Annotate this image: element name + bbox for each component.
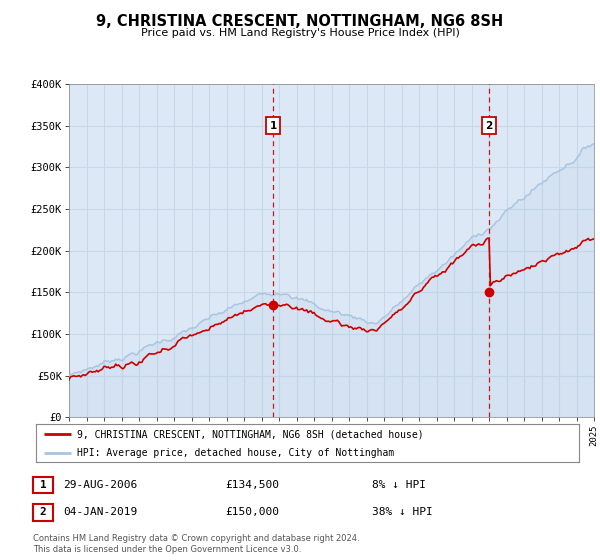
- Text: 04-JAN-2019: 04-JAN-2019: [63, 507, 137, 517]
- Text: 2: 2: [485, 120, 493, 130]
- Text: Contains HM Land Registry data © Crown copyright and database right 2024.: Contains HM Land Registry data © Crown c…: [33, 534, 359, 543]
- Text: £150,000: £150,000: [225, 507, 279, 517]
- Text: 2: 2: [40, 507, 46, 517]
- Text: 29-AUG-2006: 29-AUG-2006: [63, 480, 137, 490]
- Text: Price paid vs. HM Land Registry's House Price Index (HPI): Price paid vs. HM Land Registry's House …: [140, 28, 460, 38]
- Text: £134,500: £134,500: [225, 480, 279, 490]
- Text: 9, CHRISTINA CRESCENT, NOTTINGHAM, NG6 8SH (detached house): 9, CHRISTINA CRESCENT, NOTTINGHAM, NG6 8…: [77, 429, 424, 439]
- Text: 8% ↓ HPI: 8% ↓ HPI: [372, 480, 426, 490]
- Text: 1: 1: [269, 120, 277, 130]
- Text: 1: 1: [40, 480, 46, 490]
- Text: 38% ↓ HPI: 38% ↓ HPI: [372, 507, 433, 517]
- Text: 9, CHRISTINA CRESCENT, NOTTINGHAM, NG6 8SH: 9, CHRISTINA CRESCENT, NOTTINGHAM, NG6 8…: [97, 14, 503, 29]
- Text: This data is licensed under the Open Government Licence v3.0.: This data is licensed under the Open Gov…: [33, 545, 301, 554]
- Text: HPI: Average price, detached house, City of Nottingham: HPI: Average price, detached house, City…: [77, 448, 394, 458]
